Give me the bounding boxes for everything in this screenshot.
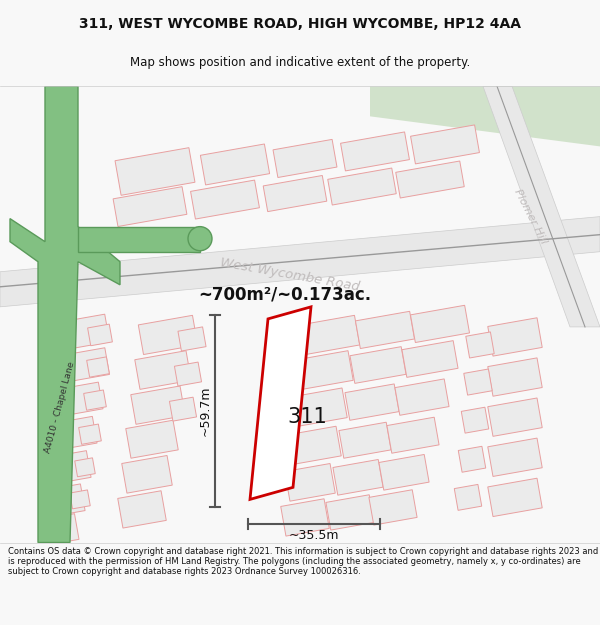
Polygon shape <box>483 86 600 327</box>
Polygon shape <box>341 132 409 171</box>
Polygon shape <box>41 514 79 545</box>
Polygon shape <box>113 187 187 226</box>
Circle shape <box>188 227 212 251</box>
Polygon shape <box>488 438 542 476</box>
Polygon shape <box>178 327 206 351</box>
Text: Plomer Hill: Plomer Hill <box>512 188 548 246</box>
Polygon shape <box>379 454 429 490</box>
Polygon shape <box>131 386 185 424</box>
Polygon shape <box>79 424 101 444</box>
Polygon shape <box>333 459 383 495</box>
Polygon shape <box>53 416 97 450</box>
Polygon shape <box>328 168 396 205</box>
Polygon shape <box>488 478 542 516</box>
Text: Contains OS data © Crown copyright and database right 2021. This information is : Contains OS data © Crown copyright and d… <box>8 546 598 576</box>
Polygon shape <box>454 484 482 511</box>
Polygon shape <box>339 422 391 458</box>
Polygon shape <box>78 227 200 252</box>
Polygon shape <box>49 451 91 484</box>
Polygon shape <box>118 491 166 528</box>
Polygon shape <box>410 305 470 343</box>
Polygon shape <box>61 348 110 382</box>
Polygon shape <box>175 362 202 386</box>
Polygon shape <box>488 358 542 396</box>
Polygon shape <box>10 86 120 542</box>
Polygon shape <box>61 314 110 349</box>
Polygon shape <box>488 398 542 436</box>
Polygon shape <box>370 86 600 146</box>
Polygon shape <box>458 446 486 472</box>
Polygon shape <box>488 318 542 356</box>
Polygon shape <box>250 307 311 499</box>
Polygon shape <box>83 390 106 410</box>
Text: 311: 311 <box>287 407 327 427</box>
Polygon shape <box>289 426 341 464</box>
Polygon shape <box>45 484 85 517</box>
Polygon shape <box>466 332 494 358</box>
Polygon shape <box>139 316 197 354</box>
Polygon shape <box>169 397 197 421</box>
Polygon shape <box>86 357 109 377</box>
Polygon shape <box>301 316 359 354</box>
Polygon shape <box>281 499 329 536</box>
Text: 311, WEST WYCOMBE ROAD, HIGH WYCOMBE, HP12 4AA: 311, WEST WYCOMBE ROAD, HIGH WYCOMBE, HP… <box>79 17 521 31</box>
Polygon shape <box>75 458 95 477</box>
Polygon shape <box>200 144 269 185</box>
Polygon shape <box>191 180 259 219</box>
Text: Map shows position and indicative extent of the property.: Map shows position and indicative extent… <box>130 56 470 69</box>
Text: A4010 - Chapel Lane: A4010 - Chapel Lane <box>43 361 77 454</box>
Polygon shape <box>0 217 600 307</box>
Polygon shape <box>273 139 337 177</box>
Polygon shape <box>88 324 112 346</box>
Polygon shape <box>464 369 492 395</box>
Polygon shape <box>126 420 178 458</box>
Polygon shape <box>396 161 464 198</box>
Polygon shape <box>297 351 353 389</box>
Polygon shape <box>387 418 439 453</box>
Polygon shape <box>410 125 479 164</box>
Polygon shape <box>369 490 417 525</box>
Polygon shape <box>395 379 449 415</box>
Polygon shape <box>263 176 327 212</box>
Polygon shape <box>355 311 415 349</box>
Polygon shape <box>115 148 195 195</box>
Polygon shape <box>345 384 399 420</box>
Text: ~700m²/~0.173ac.: ~700m²/~0.173ac. <box>198 286 371 304</box>
Text: ~35.5m: ~35.5m <box>289 529 339 542</box>
Polygon shape <box>57 382 103 416</box>
Polygon shape <box>70 490 90 509</box>
Polygon shape <box>135 351 191 389</box>
Polygon shape <box>285 464 335 501</box>
Polygon shape <box>350 347 406 383</box>
Polygon shape <box>402 341 458 377</box>
Polygon shape <box>122 456 172 493</box>
Text: ~59.7m: ~59.7m <box>199 386 212 436</box>
Text: West Wycombe Road: West Wycombe Road <box>219 256 361 294</box>
Polygon shape <box>293 388 347 426</box>
Polygon shape <box>326 495 374 530</box>
Polygon shape <box>461 408 489 433</box>
